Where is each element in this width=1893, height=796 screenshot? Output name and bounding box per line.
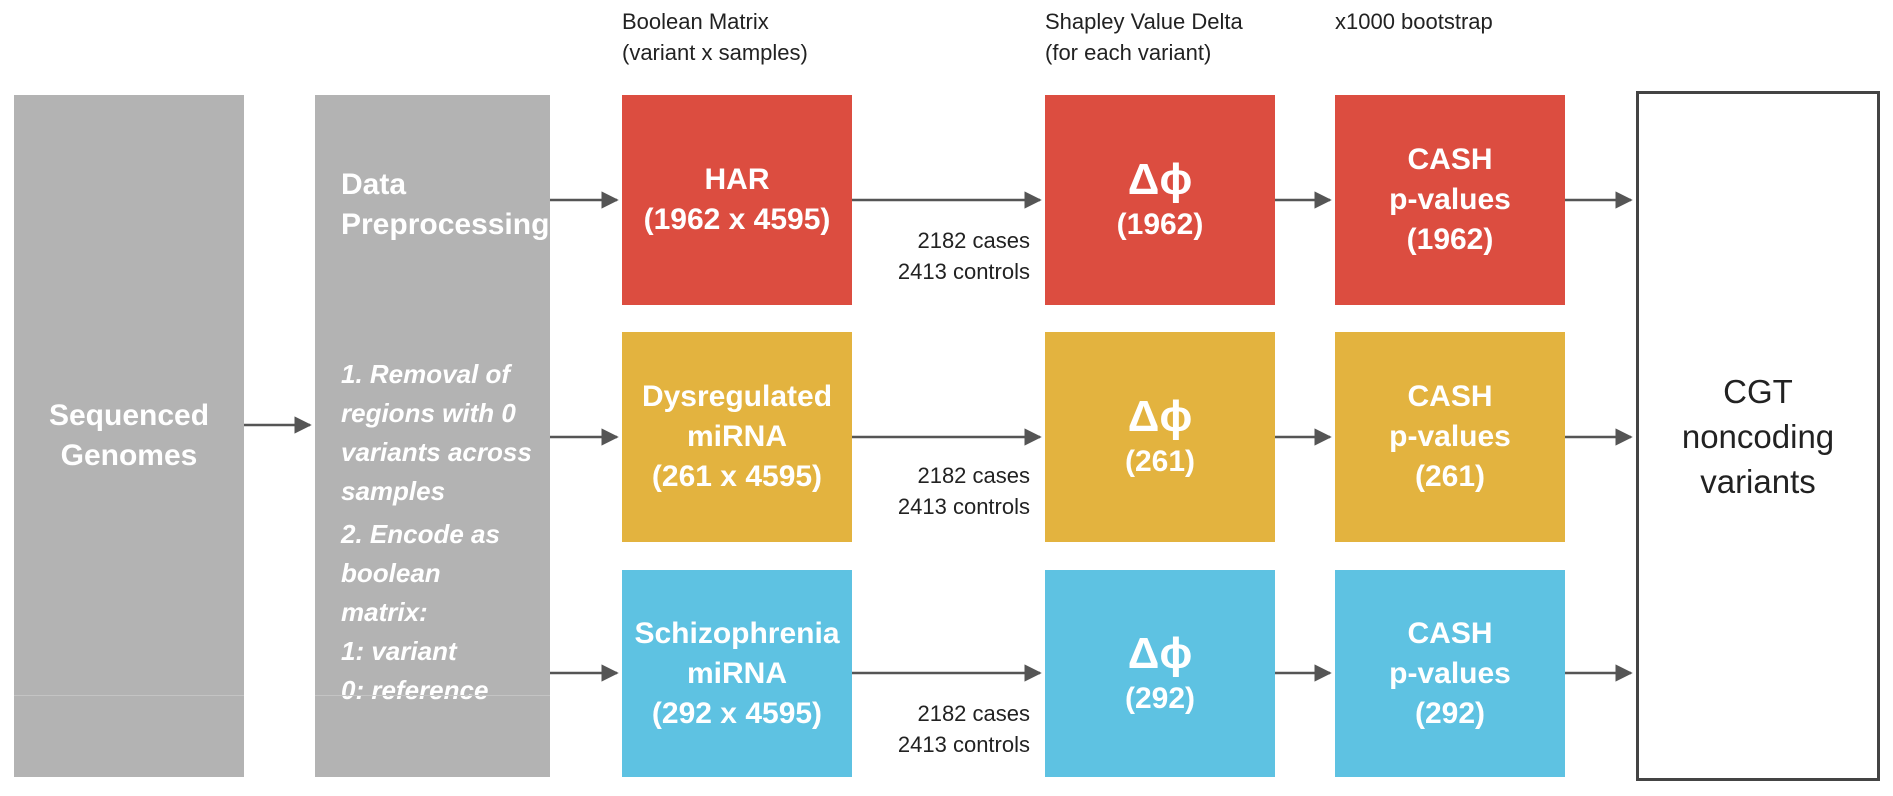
shapley-header: Shapley Value Delta (for each variant) [1045,6,1243,68]
step1-line: samples [341,476,446,506]
schizophrenia-cash-box: CASH p-values (292) [1335,570,1565,777]
schizophrenia-delta-count: (292) [1124,681,1196,715]
controls-label: 2413 controls [897,732,1030,757]
controls-label: 2413 controls [897,259,1030,284]
cases-label: 2182 cases [917,701,1030,726]
schizophrenia-cash-line2: p-values [1389,656,1511,690]
dysregulated-matrix-line3: (261 x 4595) [651,460,823,493]
dysregulated-matrix-line2: miRNA [686,420,787,453]
preprocessing-title-line1: Data [341,168,407,201]
har-matrix-box: HAR (1962 x 4595) [622,95,852,305]
cases-label: 2182 cases [917,463,1030,488]
har-matrix-line1: HAR [704,163,770,196]
step2-line: matrix: [341,597,428,627]
output-line1: CGT [1723,372,1793,410]
matrix-header-line1: Boolean Matrix [622,9,769,34]
har-delta-symbol: Δϕ [1127,155,1193,204]
har-matrix-line2: (1962 x 4595) [643,203,831,236]
schizophrenia-matrix-box: Schizophrenia miRNA (292 x 4595) [622,570,852,777]
cases-label: 2182 cases [917,228,1030,253]
matrix-header: Boolean Matrix (variant x samples) [622,6,808,68]
har-samples-label: 2182 cases 2413 controls [830,225,1030,287]
step2-line: boolean [341,558,441,588]
schizophrenia-matrix-line2: miRNA [686,656,787,690]
dysregulated-cash-line2: p-values [1389,420,1511,453]
output-box: CGT noncoding variants [1636,91,1880,781]
genomes-divider [14,695,244,696]
preprocessing-box: Data Preprocessing 1. Removal of regions… [315,95,550,777]
bootstrap-header-text: x1000 bootstrap [1335,9,1493,34]
har-cash-line3: (1962) [1406,223,1494,256]
schizophrenia-samples-label: 2182 cases 2413 controls [830,698,1030,760]
har-delta-box: Δϕ (1962) [1045,95,1275,305]
step1-line: regions with 0 [341,398,516,428]
dysregulated-delta-count: (261) [1124,445,1196,478]
preprocessing-title: Data Preprocessing [341,165,549,245]
sequenced-genomes-line1: Sequenced [48,399,210,432]
har-cash-box: CASH p-values (1962) [1335,95,1565,305]
step1-line: 1. Removal of [341,359,511,389]
schizophrenia-matrix-line1: Schizophrenia [634,616,840,650]
step1-line: variants across [341,437,532,467]
step2-line: 2. Encode as [341,519,500,549]
dysregulated-matrix-line1: Dysregulated [641,380,833,413]
output-line3: variants [1700,462,1816,500]
dysregulated-delta-symbol: Δϕ [1127,392,1193,441]
shapley-header-line2: (for each variant) [1045,40,1212,65]
schizophrenia-cash-line3: (292) [1414,696,1486,730]
dysregulated-cash-line1: CASH [1407,380,1493,413]
dysregulated-samples-label: 2182 cases 2413 controls [830,460,1030,522]
controls-label: 2413 controls [897,494,1030,519]
dysregulated-delta-box: Δϕ (261) [1045,332,1275,542]
preprocessing-step1: 1. Removal of regions with 0 variants ac… [341,355,532,511]
dysregulated-cash-line3: (261) [1414,460,1486,493]
output-line2: noncoding [1681,417,1835,455]
shapley-header-line1: Shapley Value Delta [1045,9,1243,34]
matrix-header-line2: (variant x samples) [622,40,808,65]
dysregulated-matrix-box: Dysregulated miRNA (261 x 4595) [622,332,852,542]
bootstrap-header: x1000 bootstrap [1335,6,1493,37]
har-cash-line1: CASH [1407,143,1493,176]
preprocessing-divider [315,695,550,696]
step2-line: 0: reference [341,675,489,705]
step2-line: 1: variant [341,636,457,666]
sequenced-genomes-box: Sequenced Genomes [14,95,244,777]
dysregulated-cash-box: CASH p-values (261) [1335,332,1565,542]
har-delta-count: (1962) [1116,208,1204,241]
preprocessing-step2: 2. Encode as boolean matrix: 1: variant … [341,515,500,710]
preprocessing-title-line2: Preprocessing [341,208,550,241]
schizophrenia-delta-symbol: Δϕ [1127,628,1193,678]
schizophrenia-cash-line1: CASH [1407,616,1493,650]
schizophrenia-delta-box: Δϕ (292) [1045,570,1275,777]
har-cash-line2: p-values [1389,183,1511,216]
sequenced-genomes-line2: Genomes [60,439,198,472]
schizophrenia-matrix-line3: (292 x 4595) [651,696,823,730]
